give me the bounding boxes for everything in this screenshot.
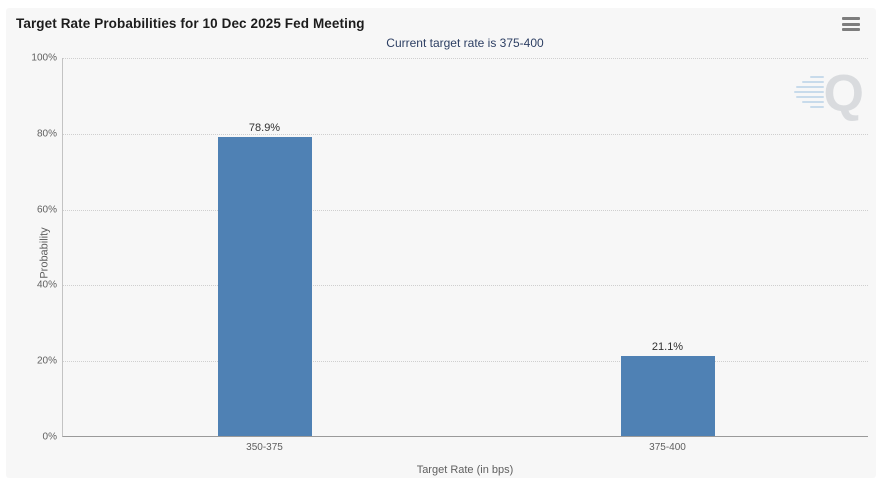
hamburger-menu-icon[interactable]	[842, 17, 860, 31]
fedwatch-chart-panel: Target Rate Probabilities for 10 Dec 202…	[6, 8, 876, 478]
gridline-80%	[63, 133, 868, 135]
gridline-40%	[63, 285, 868, 287]
y-tick-label-80%: 80%	[36, 128, 57, 140]
y-tick-label-0%: 0%	[42, 431, 57, 443]
bar-value-label-375-400: 21.1%	[651, 341, 684, 354]
chart-header: Target Rate Probabilities for 10 Dec 202…	[6, 8, 876, 40]
bar-350-375[interactable]	[217, 136, 312, 436]
gridline-20%	[63, 361, 868, 363]
x-tick-label-350-375: 350-375	[246, 442, 283, 453]
y-tick-label-100%: 100%	[31, 52, 57, 64]
gridline-60%	[63, 209, 868, 211]
x-tick-label-375-400: 375-400	[649, 442, 686, 453]
gridline-100%	[63, 58, 868, 59]
bar-value-label-350-375: 78.9%	[248, 121, 281, 134]
y-tick-label-20%: 20%	[36, 355, 57, 367]
y-tick-label-40%: 40%	[36, 279, 57, 291]
plot-area: Probability 0% 20% 40% 60% 80% 100% 78.9% 350-3…	[31, 53, 868, 453]
current-target-rate-subtitle: Current target rate is 375-400	[386, 36, 544, 50]
y-axis-title: Probability	[38, 227, 51, 279]
y-tick-label-60%: 60%	[36, 204, 57, 216]
chart-title: Target Rate Probabilities for 10 Dec 202…	[16, 16, 365, 31]
x-axis-title: Target Rate (in bps)	[416, 464, 514, 476]
bar-375-400[interactable]	[620, 356, 715, 436]
